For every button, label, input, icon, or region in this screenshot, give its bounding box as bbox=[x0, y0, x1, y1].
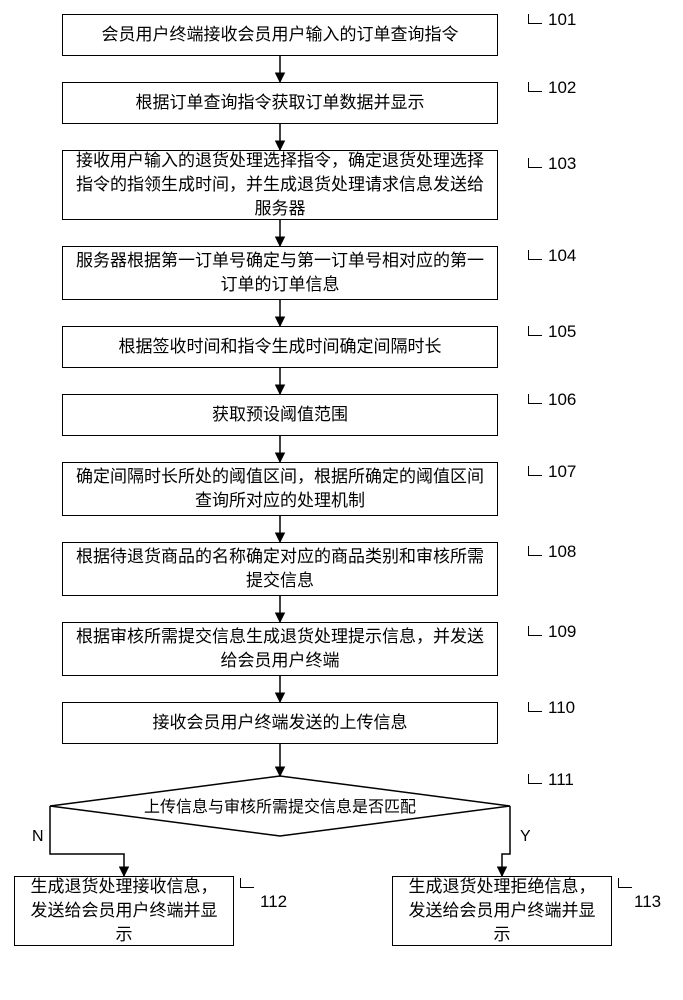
label-109: 109 bbox=[548, 622, 576, 642]
edge-label-yes: Y bbox=[520, 828, 531, 846]
flowchart-canvas: 会员用户终端接收会员用户输入的订单查询指令 根据订单查询指令获取订单数据并显示 … bbox=[0, 0, 683, 1000]
label-101: 101 bbox=[548, 10, 576, 30]
tick-105 bbox=[528, 326, 542, 336]
label-108: 108 bbox=[548, 542, 576, 562]
step-101: 会员用户终端接收会员用户输入的订单查询指令 bbox=[62, 14, 498, 56]
step-101-text: 会员用户终端接收会员用户输入的订单查询指令 bbox=[102, 23, 459, 47]
step-112: 生成退货处理接收信息，发送给会员用户终端并显示 bbox=[14, 876, 234, 946]
label-106: 106 bbox=[548, 390, 576, 410]
tick-101 bbox=[528, 14, 542, 24]
step-106: 获取预设阈值范围 bbox=[62, 394, 498, 436]
tick-104 bbox=[528, 250, 542, 260]
step-109: 根据审核所需提交信息生成退货处理提示信息，并发送给会员用户终端 bbox=[62, 622, 498, 676]
tick-106 bbox=[528, 394, 542, 404]
step-110-text: 接收会员用户终端发送的上传信息 bbox=[153, 711, 408, 735]
label-103: 103 bbox=[548, 154, 576, 174]
step-105-text: 根据签收时间和指令生成时间确定间隔时长 bbox=[119, 335, 442, 359]
step-104-text: 服务器根据第一订单号确定与第一订单号相对应的第一订单的订单信息 bbox=[73, 249, 487, 297]
step-109-text: 根据审核所需提交信息生成退货处理提示信息，并发送给会员用户终端 bbox=[73, 625, 487, 673]
label-112: 112 bbox=[260, 892, 287, 912]
label-110: 110 bbox=[548, 698, 575, 718]
step-108: 根据待退货商品的名称确定对应的商品类别和审核所需提交信息 bbox=[62, 542, 498, 596]
label-102: 102 bbox=[548, 78, 576, 98]
step-102-text: 根据订单查询指令获取订单数据并显示 bbox=[136, 91, 425, 115]
step-107-text: 确定间隔时长所处的阈值区间，根据所确定的阈值区间查询所对应的处理机制 bbox=[73, 465, 487, 513]
step-105: 根据签收时间和指令生成时间确定间隔时长 bbox=[62, 326, 498, 368]
tick-113 bbox=[618, 878, 632, 888]
label-105: 105 bbox=[548, 322, 576, 342]
step-113-text: 生成退货处理拒绝信息，发送给会员用户终端并显示 bbox=[403, 875, 601, 946]
step-110: 接收会员用户终端发送的上传信息 bbox=[62, 702, 498, 744]
step-113: 生成退货处理拒绝信息，发送给会员用户终端并显示 bbox=[392, 876, 612, 946]
tick-108 bbox=[528, 546, 542, 556]
label-111: 111 bbox=[548, 770, 574, 790]
step-108-text: 根据待退货商品的名称确定对应的商品类别和审核所需提交信息 bbox=[73, 545, 487, 593]
label-113: 113 bbox=[634, 892, 661, 912]
step-104: 服务器根据第一订单号确定与第一订单号相对应的第一订单的订单信息 bbox=[62, 246, 498, 300]
step-112-text: 生成退货处理接收信息，发送给会员用户终端并显示 bbox=[25, 875, 223, 946]
step-107: 确定间隔时长所处的阈值区间，根据所确定的阈值区间查询所对应的处理机制 bbox=[62, 462, 498, 516]
step-103: 接收用户输入的退货处理选择指令，确定退货处理选择指令的指领生成时间，并生成退货处… bbox=[62, 150, 498, 220]
tick-112 bbox=[240, 878, 254, 888]
step-102: 根据订单查询指令获取订单数据并显示 bbox=[62, 82, 498, 124]
label-107: 107 bbox=[548, 462, 576, 482]
step-106-text: 获取预设阈值范围 bbox=[212, 403, 348, 427]
tick-111 bbox=[528, 774, 542, 784]
step-103-text: 接收用户输入的退货处理选择指令，确定退货处理选择指令的指领生成时间，并生成退货处… bbox=[73, 149, 487, 220]
tick-103 bbox=[528, 158, 542, 168]
edge-label-no: N bbox=[32, 828, 44, 846]
tick-107 bbox=[528, 466, 542, 476]
tick-110 bbox=[528, 702, 542, 712]
step-111-text: 上传信息与审核所需提交信息是否匹配 bbox=[144, 798, 416, 816]
tick-102 bbox=[528, 82, 542, 92]
label-104: 104 bbox=[548, 246, 576, 266]
tick-109 bbox=[528, 626, 542, 636]
